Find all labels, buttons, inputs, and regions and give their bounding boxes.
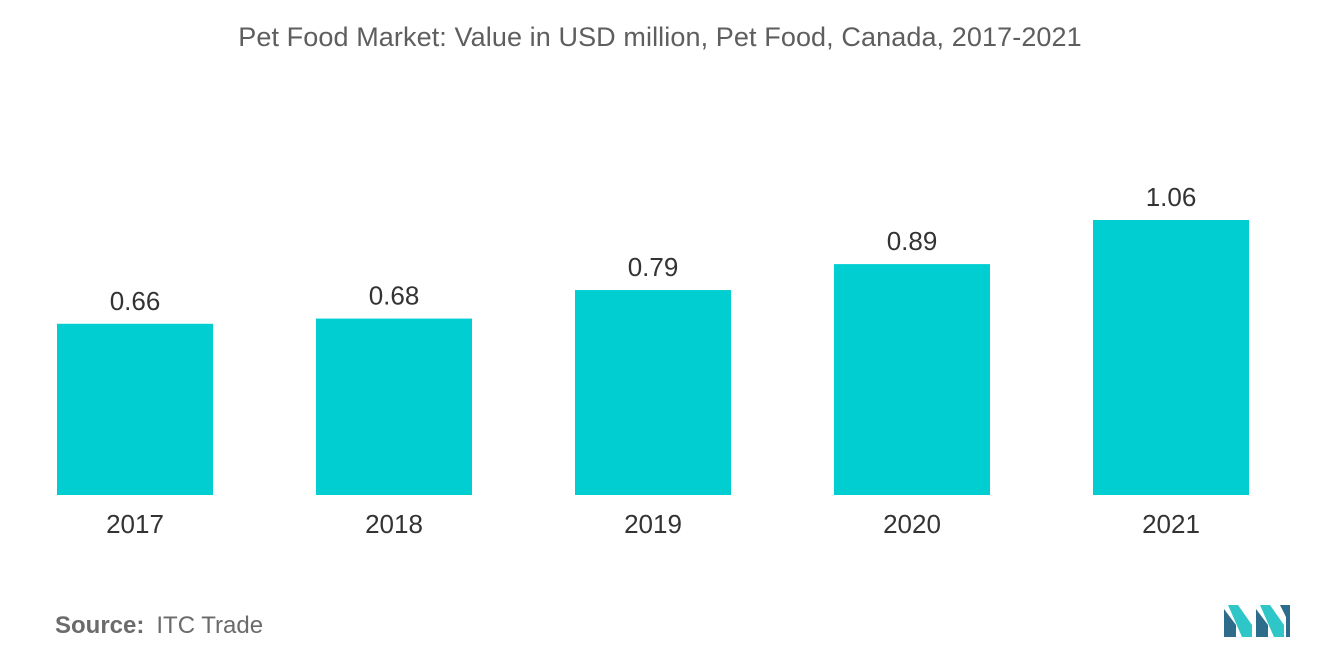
value-label-2020: 0.89 (887, 226, 938, 256)
bar-2018 (316, 318, 472, 495)
bar-2019 (575, 290, 731, 495)
value-labels-layer: 0.66 0.68 0.79 0.89 1.06 (110, 182, 1197, 316)
x-tick-label-2018: 2018 (365, 509, 423, 539)
value-label-2018: 0.68 (369, 281, 420, 311)
value-label-2019: 0.79 (628, 252, 679, 282)
x-tick-labels-layer: 2017 2018 2019 2020 2021 (106, 509, 1200, 539)
value-label-2017: 0.66 (110, 286, 161, 316)
brand-logo-icon (1224, 605, 1290, 637)
x-tick-label-2021: 2021 (1142, 509, 1200, 539)
x-tick-label-2019: 2019 (624, 509, 682, 539)
source-note: Source: ITC Trade (55, 612, 263, 640)
source-label: Source: (55, 612, 145, 639)
bar-2020 (834, 264, 990, 495)
value-label-2021: 1.06 (1146, 182, 1197, 212)
bar-2017 (57, 323, 213, 495)
x-tick-label-2020: 2020 (883, 509, 941, 539)
x-tick-label-2017: 2017 (106, 509, 164, 539)
source-value: ITC Trade (156, 612, 264, 639)
bars-layer (57, 220, 1249, 495)
chart-title: Pet Food Market: Value in USD million, P… (238, 22, 1082, 52)
bar-2021 (1093, 220, 1249, 495)
